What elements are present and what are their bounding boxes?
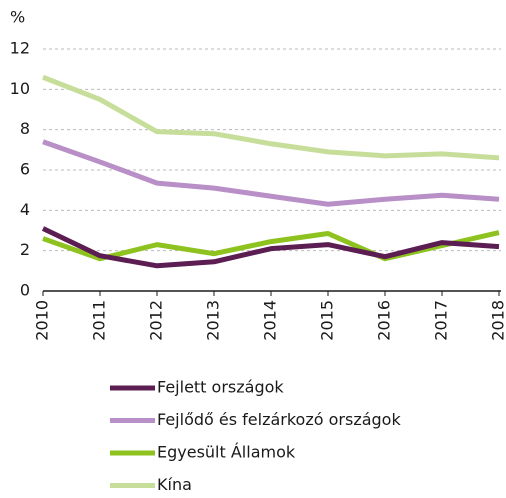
legend-label: Kína: [157, 475, 192, 494]
x-tick-label: 2016: [375, 300, 394, 341]
x-tick-label: 2014: [261, 300, 280, 341]
legend-label: Fejlett országok: [157, 378, 284, 397]
x-tick-label: 2018: [489, 300, 506, 341]
y-tick-label: 4: [20, 200, 30, 219]
y-unit: %: [10, 8, 25, 27]
x-tick-label: 2017: [432, 300, 451, 341]
y-tick-label: 10: [10, 79, 30, 98]
legend-label: Egyesült Államok: [157, 443, 296, 462]
line-series: [43, 142, 499, 205]
x-tick-label: 2010: [33, 300, 52, 341]
y-tick-label: 2: [20, 240, 30, 259]
x-tick-label: 2012: [147, 300, 166, 341]
x-tick-label: 2015: [318, 300, 337, 341]
legend-label: Fejlődő és felzárkozó országok: [157, 410, 401, 429]
y-tick-label: 0: [20, 281, 30, 300]
line-series: [43, 228, 499, 265]
x-tick-label: 2013: [204, 300, 223, 341]
x-tick-label: 2011: [90, 300, 109, 341]
y-tick-label: 12: [10, 39, 30, 58]
y-tick-label: 6: [20, 160, 30, 179]
y-tick-label: 8: [20, 119, 30, 138]
